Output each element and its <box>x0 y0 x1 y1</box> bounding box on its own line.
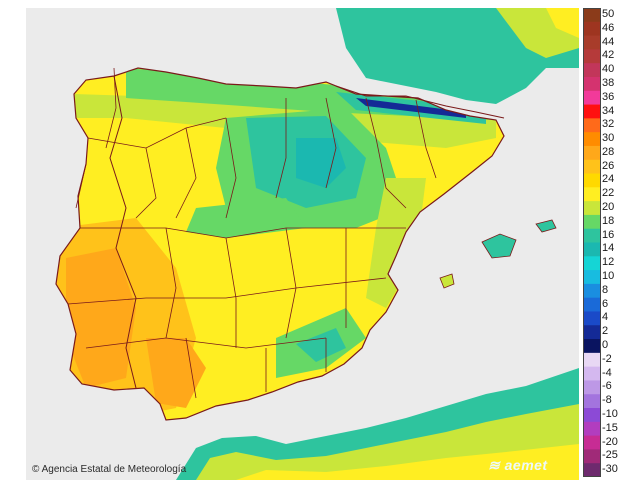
legend-tick-label: 8 <box>602 283 609 296</box>
legend-tick-label: -20 <box>602 435 618 448</box>
legend-tick-label: 24 <box>602 173 615 186</box>
legend-swatch <box>583 21 601 37</box>
legend-swatch <box>583 159 601 175</box>
legend-tick-label: 34 <box>602 104 615 117</box>
legend-tick-label: 26 <box>602 159 615 172</box>
iberian-peninsula <box>56 68 504 420</box>
legend-swatch <box>583 270 601 285</box>
legend-swatch <box>583 366 601 381</box>
legend-swatch <box>583 421 601 437</box>
legend-tick-label: -25 <box>602 449 618 462</box>
africa-south <box>236 444 579 480</box>
portugal-spain-border <box>109 75 137 389</box>
aemet-logo: ≋ aemet <box>488 457 548 474</box>
credit-label: © Agencia Estatal de Meteorología <box>32 464 186 475</box>
legend-tick-label: -4 <box>602 366 612 379</box>
france-coast-strip <box>546 8 579 38</box>
mallorca-island <box>481 233 517 259</box>
aemet-swirl-icon: ≋ <box>488 457 501 473</box>
legend-swatch <box>583 145 601 161</box>
legend-tick-label: -15 <box>602 421 618 434</box>
legend-color-bar <box>583 8 601 477</box>
legend-tick-label: 28 <box>602 145 615 158</box>
menorca-island <box>535 219 557 233</box>
copyright-icon: © <box>32 464 40 475</box>
legend-labels: 50 46 44 42 40 38 36 34 32 30 28 26 24 22 20 18 16 14 12 10… <box>602 8 630 477</box>
legend-swatch <box>583 394 601 409</box>
legend-tick-label: 50 <box>602 7 615 20</box>
temperature-map <box>26 8 579 480</box>
legend-swatch <box>583 8 601 23</box>
legend-swatch <box>583 242 601 257</box>
legend-tick-label: 46 <box>602 21 615 34</box>
legend-swatch <box>583 339 601 354</box>
legend-swatch <box>583 325 601 340</box>
legend-swatch <box>583 283 601 299</box>
legend-swatch <box>583 256 601 271</box>
legend-swatch <box>583 352 601 368</box>
legend-swatch <box>583 463 601 477</box>
legend-tick-label: -10 <box>602 407 618 420</box>
legend-tick-label: 22 <box>602 187 615 200</box>
legend-tick-label: 42 <box>602 49 615 62</box>
legend-tick-label: 30 <box>602 132 615 144</box>
legend-swatch <box>583 380 601 395</box>
province-borders <box>67 67 437 399</box>
legend-swatch <box>583 90 601 106</box>
legend-tick-label: 6 <box>602 297 609 310</box>
legend-tick-label: 36 <box>602 90 615 103</box>
legend-swatch <box>583 449 601 464</box>
legend-swatch <box>583 435 601 450</box>
legend-tick-label: -30 <box>602 463 618 476</box>
legend-swatch <box>583 408 601 423</box>
legend-swatch <box>583 214 601 230</box>
legend-swatch <box>583 187 601 202</box>
legend-swatch <box>583 35 601 50</box>
legend-swatch <box>583 297 601 312</box>
legend-tick-label: 32 <box>602 118 615 131</box>
legend-tick-label: -2 <box>602 352 612 365</box>
legend-frame <box>583 8 601 477</box>
legend-tick-label: 14 <box>602 242 615 255</box>
legend-tick-label: 18 <box>602 214 615 227</box>
legend-tick-label: 44 <box>602 35 615 48</box>
legend-swatch <box>583 76 601 92</box>
legend-swatch <box>583 63 601 78</box>
legend-tick-label: -8 <box>602 394 612 407</box>
legend-tick-label: 12 <box>602 256 615 269</box>
legend-swatch <box>583 228 601 243</box>
france-spain-border <box>335 85 505 119</box>
legend-tick-label: 4 <box>602 311 609 324</box>
legend-swatch <box>583 311 601 326</box>
legend-swatch <box>583 49 601 64</box>
legend-tick-label: 2 <box>602 325 609 338</box>
legend-tick-label: 10 <box>602 270 615 282</box>
legend-swatch <box>583 104 601 119</box>
legend-swatch <box>583 118 601 133</box>
legend-tick-label: 16 <box>602 228 615 241</box>
aemet-logo-text: aemet <box>504 457 548 473</box>
legend-tick-label: 38 <box>602 76 615 89</box>
legend-swatch <box>583 201 601 216</box>
legend-swatch <box>583 173 601 188</box>
legend-tick-label: 0 <box>602 339 609 351</box>
legend-swatch <box>583 132 601 147</box>
legend-tick-label: 40 <box>602 63 615 76</box>
credit-text: Agencia Estatal de Meteorología <box>41 464 187 475</box>
legend-tick-label: 20 <box>602 201 615 213</box>
ibiza-island <box>439 273 455 289</box>
legend-tick-label: -6 <box>602 380 612 393</box>
